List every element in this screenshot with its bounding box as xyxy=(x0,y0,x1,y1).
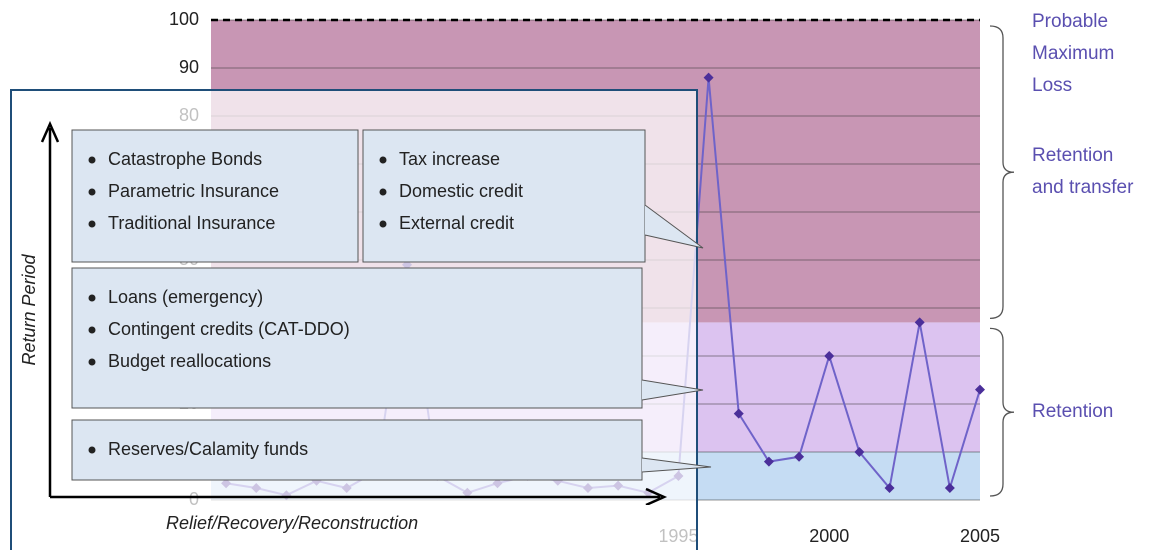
brace xyxy=(989,25,1015,320)
annotation: Retention xyxy=(1032,145,1113,166)
data-point xyxy=(914,317,925,328)
annotation: Probable xyxy=(1032,11,1108,32)
y-axis-label: Return Period xyxy=(19,253,39,365)
overlay: Relief/Recovery/Reconstruction Return Per… xyxy=(10,89,712,550)
data-point xyxy=(703,72,714,83)
data-point xyxy=(854,447,865,457)
brace xyxy=(989,327,1015,497)
y-tick-label: 90 xyxy=(179,57,199,77)
bullet xyxy=(88,446,96,454)
annotation: Retention xyxy=(1032,401,1113,422)
annotation: and transfer xyxy=(1032,177,1134,198)
callout-box xyxy=(71,419,643,481)
bullet-text: External credit xyxy=(399,213,514,233)
callout-tip xyxy=(641,379,704,401)
bullet-text: Reserves/Calamity funds xyxy=(108,439,308,459)
data-point xyxy=(733,408,744,419)
bullet xyxy=(88,220,96,228)
bullet xyxy=(88,326,96,334)
bullet xyxy=(88,188,96,196)
bullet-text: Traditional Insurance xyxy=(108,213,275,233)
bullet-text: Parametric Insurance xyxy=(108,181,279,201)
bullet-text: Tax increase xyxy=(399,149,500,169)
bullet-text: Domestic credit xyxy=(399,181,523,201)
data-point xyxy=(884,483,895,493)
bullet xyxy=(379,188,387,196)
data-point xyxy=(944,483,955,493)
annotation: Loss xyxy=(1032,75,1072,96)
bullet-text: Loans (emergency) xyxy=(108,287,263,307)
bullet xyxy=(379,156,387,164)
data-point xyxy=(763,456,774,467)
bullet xyxy=(88,294,96,302)
callout-tip xyxy=(641,457,712,473)
bullet xyxy=(88,156,96,164)
bullet-text: Catastrophe Bonds xyxy=(108,149,262,169)
annotation: Maximum xyxy=(1032,43,1114,64)
callout-box xyxy=(362,129,646,263)
x-tick-label: 2005 xyxy=(960,526,1000,546)
bullet-text: Contingent credits (CAT-DDO) xyxy=(108,319,350,339)
data-point xyxy=(824,351,835,361)
callout-box xyxy=(71,267,643,409)
x-label-bg xyxy=(140,505,660,545)
bullet-text: Budget reallocations xyxy=(108,351,271,371)
data-point xyxy=(975,384,985,395)
bullet xyxy=(379,220,387,228)
y-arrow xyxy=(40,120,60,497)
x-tick-label: 2000 xyxy=(809,526,849,546)
bullet xyxy=(88,358,96,366)
callout-box xyxy=(71,129,359,263)
y-tick-label: 100 xyxy=(169,9,199,29)
callout-tip xyxy=(644,204,704,249)
data-point xyxy=(794,451,805,462)
x-arrow xyxy=(50,487,668,507)
x-axis-label: Relief/Recovery/Reconstruction xyxy=(166,513,418,533)
